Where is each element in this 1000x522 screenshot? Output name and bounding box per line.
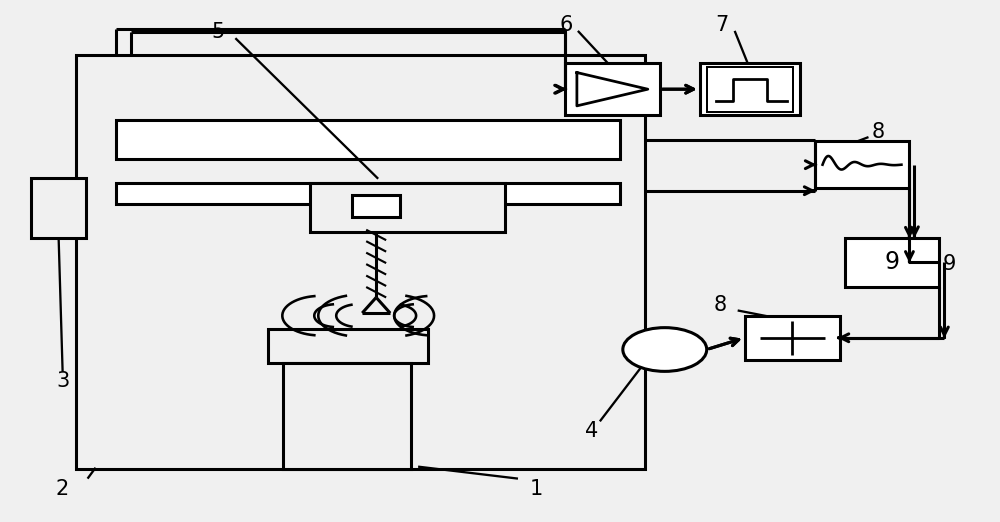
Text: 9: 9 <box>884 251 899 274</box>
Text: 8: 8 <box>872 122 885 142</box>
Bar <box>815 141 909 188</box>
Bar <box>700 63 800 115</box>
Circle shape <box>623 328 707 371</box>
Text: 4: 4 <box>585 421 598 441</box>
Bar <box>310 183 505 232</box>
Text: 1: 1 <box>529 479 543 499</box>
Bar <box>845 238 939 287</box>
Bar <box>116 183 620 204</box>
Text: 6: 6 <box>559 15 573 35</box>
Bar <box>565 63 660 115</box>
Text: 9: 9 <box>943 254 956 274</box>
Bar <box>352 195 400 217</box>
Bar <box>745 316 840 360</box>
Text: 2: 2 <box>56 479 69 499</box>
Bar <box>283 362 411 469</box>
Text: 7: 7 <box>715 15 728 35</box>
Text: 8: 8 <box>713 295 726 315</box>
Bar <box>707 67 793 112</box>
Bar <box>76 55 645 469</box>
Bar <box>268 329 428 362</box>
Bar <box>31 177 86 238</box>
Text: 3: 3 <box>56 371 69 391</box>
Bar <box>116 121 620 160</box>
Text: 5: 5 <box>212 22 225 42</box>
